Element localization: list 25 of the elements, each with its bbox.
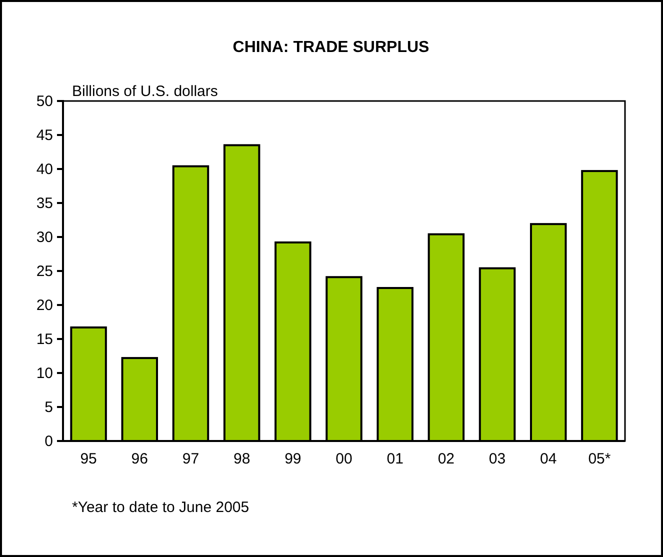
y-tick-label: 45 (36, 126, 53, 144)
x-tick-label: 00 (336, 450, 352, 468)
y-tick-label: 30 (36, 228, 53, 246)
x-tick-label: 01 (386, 450, 404, 468)
y-tick-label: 50 (36, 92, 53, 110)
text: *Year to date to June 2005 (72, 499, 250, 516)
y-tick-label: 10 (36, 364, 53, 382)
y-tick-label: 25 (36, 262, 53, 280)
y-tick-label: 15 (36, 330, 53, 348)
x-tick-label: 96 (131, 450, 148, 468)
y-tick-label: 40 (36, 160, 53, 178)
y-tick-label: 35 (36, 194, 53, 212)
x-tick-label: 02 (438, 450, 455, 468)
x-tick-label: 97 (182, 450, 200, 468)
x-tick-label: 95 (80, 450, 97, 468)
y-tick-label: 20 (36, 296, 53, 314)
y-tick-label: 5 (44, 398, 53, 416)
y-tick-label: 0 (44, 432, 53, 450)
x-tick-label: 05* (588, 450, 611, 468)
chart-title: CHINA: TRADE SURPLUS (232, 39, 430, 56)
x-tick-label: 03 (488, 450, 506, 468)
x-tick-label: 98 (233, 450, 250, 468)
x-tick-label: 04 (540, 450, 557, 468)
y-axis-title: Billions of U.S. dollars (72, 83, 218, 100)
x-tick-label: 99 (284, 450, 302, 468)
